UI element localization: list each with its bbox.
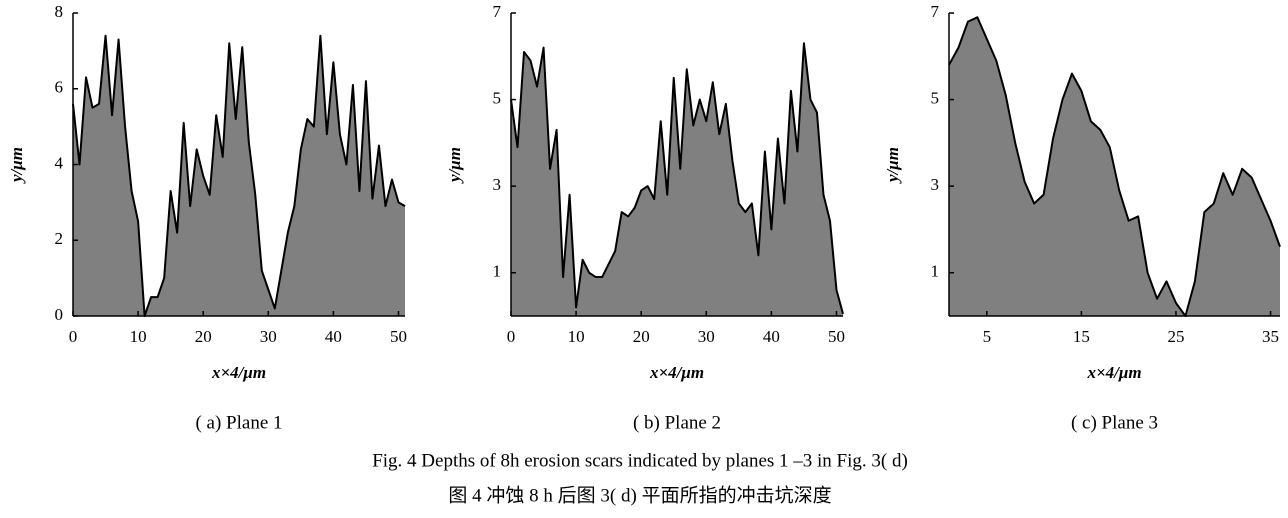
caption-zh: 图 4 冲蚀 8 h 后图 3( d) 平面所指的冲击坑深度 [448, 484, 831, 506]
area-line [72, 34, 406, 317]
x-tick-label: 30 [260, 327, 277, 346]
subcaption: ( b) Plane 2 [633, 412, 721, 433]
y-tick-label: 7 [931, 2, 940, 21]
y-tick-label: 2 [55, 229, 64, 248]
x-tick-label: 15 [1073, 327, 1090, 346]
y-tick-label: 7 [493, 2, 502, 21]
y-tick-label: 3 [931, 175, 940, 194]
x-tick-label: 0 [69, 327, 78, 346]
area-line [948, 16, 1281, 317]
x-tick-label: 20 [633, 327, 650, 346]
y-tick-label: 0 [55, 305, 64, 324]
subcaption: ( c) Plane 3 [1071, 412, 1158, 433]
area-fill [511, 43, 843, 317]
x-tick-label: 5 [983, 327, 992, 346]
subcaption: ( a) Plane 1 [195, 412, 282, 433]
area-fill [73, 35, 405, 316]
x-tick-label: 40 [763, 327, 780, 346]
y-tick-label: 8 [55, 2, 64, 21]
y-tick-label: 5 [931, 88, 940, 107]
x-tick-label: 50 [390, 327, 407, 346]
y-tick-label: 4 [55, 153, 64, 172]
x-tick-label: 10 [130, 327, 147, 346]
x-tick-label: 0 [507, 327, 516, 346]
y-axis-title: y/μm [883, 147, 902, 184]
x-axis-title: x×4/μm [211, 363, 266, 382]
y-axis-title: y/μm [445, 147, 464, 184]
y-tick-label: 5 [493, 88, 502, 107]
y-tick-label: 3 [493, 175, 502, 194]
y-tick-label: 1 [931, 262, 940, 281]
y-axis-title: y/μm [7, 147, 26, 184]
y-tick-label: 6 [55, 78, 64, 97]
x-tick-label: 50 [828, 327, 845, 346]
x-tick-label: 20 [195, 327, 212, 346]
x-tick-label: 35 [1262, 327, 1279, 346]
caption-en: Fig. 4 Depths of 8h erosion scars indica… [372, 450, 908, 471]
x-axis-title: x×4/μm [1086, 363, 1141, 382]
x-tick-label: 30 [698, 327, 715, 346]
x-tick-label: 25 [1167, 327, 1184, 346]
area-line [510, 42, 844, 315]
x-tick-label: 40 [325, 327, 342, 346]
area-fill [949, 17, 1280, 316]
x-tick-label: 10 [568, 327, 585, 346]
y-tick-label: 1 [493, 262, 502, 281]
x-axis-title: x×4/μm [649, 363, 704, 382]
